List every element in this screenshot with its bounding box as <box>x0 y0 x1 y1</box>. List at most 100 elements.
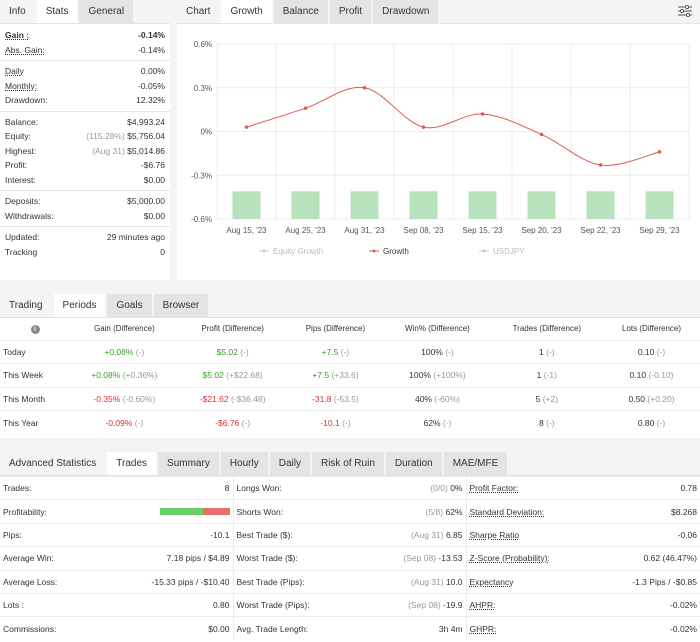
adv-value: -19.9 <box>443 600 463 611</box>
info-icon[interactable]: i <box>30 324 40 334</box>
adv-label: Standard Deviation: <box>469 506 545 517</box>
tab-chart: Chart <box>177 0 220 23</box>
adv-cell: GHPR: -0.02% <box>465 616 700 641</box>
tab-growth[interactable]: Growth <box>221 0 272 23</box>
info-row-balance: Balance: $4,993.24 <box>0 115 170 130</box>
profitability-bar <box>159 508 230 516</box>
tab-trades[interactable]: Trades <box>107 452 157 475</box>
periods-table: i Gain (Difference) Profit (Difference) Pip… <box>0 318 700 434</box>
tab-daily[interactable]: Daily <box>269 452 310 475</box>
adv-value-group: 3h 4m <box>439 624 463 634</box>
tab-hourly[interactable]: Hourly <box>220 452 268 475</box>
column-header: Profit (Difference) <box>201 324 264 334</box>
adv-value-group: (0/0) 0% <box>430 483 462 493</box>
usdjpy-bar <box>468 191 497 219</box>
tab-periods[interactable]: Periods <box>53 294 106 317</box>
adv-value: $0.00 <box>208 623 230 634</box>
info-value: -0.05% <box>138 80 165 91</box>
cell-diff: (-1) <box>543 370 557 381</box>
adv-cell: Profit Factor: 0.78 <box>465 475 700 500</box>
adv-cell: Sharpe Ratio -0.06 <box>465 522 700 547</box>
cell-value: +7.5 <box>321 346 339 357</box>
cell-diff: (-) <box>445 346 454 357</box>
legend-marker <box>482 249 486 253</box>
cell-value: 0.50 <box>628 393 646 404</box>
adv-value: -0.06 <box>677 529 697 540</box>
tab-goals[interactable]: Goals <box>107 294 152 317</box>
adv-cell-inner: Lots : 0.80 <box>3 600 230 610</box>
tab-stats[interactable]: Stats <box>36 0 78 23</box>
periods-panel: Trading Periods Goals Browser i Gain (Differ… <box>0 294 700 438</box>
cell-diff: (-0.60%) <box>122 393 156 404</box>
info-value: $4,993.24 <box>127 116 165 127</box>
tab-browser[interactable]: Browser <box>153 294 209 317</box>
adv-value: 6.85 <box>445 529 463 540</box>
period-cell: 0.80 (-) <box>603 410 700 434</box>
adv-cell-inner: Worst Trade ($): (Sep 08) -13.53 <box>237 553 463 563</box>
info-rows: Gain : -0.14% Abs. Gain: -0.14% Daily 0.00% Mo… <box>0 24 170 259</box>
period-cell: 0.10 (-) <box>603 339 700 364</box>
cell-diff: (-$36.48) <box>231 393 266 404</box>
tab-profit[interactable]: Profit <box>329 0 372 23</box>
info-row-equity: Equity: (115.28%) $5,756.04 <box>0 129 170 144</box>
legend-usdjpy: USDJPY <box>493 247 525 256</box>
adv-label: Profitability: <box>3 506 47 517</box>
info-value-group: -0.05% <box>138 81 165 91</box>
adv-cell: Lots : 0.80 <box>0 592 233 617</box>
adv-cell: Longs Won: (0/0) 0% <box>232 475 466 500</box>
info-value-group: -0.14% <box>138 30 165 40</box>
adv-label: Sharpe Ratio <box>469 529 520 540</box>
adv-cell: Trades: 8 <box>0 475 233 500</box>
info-row-updated: Updated: 29 minutes ago <box>0 230 170 245</box>
adv-label: Average Win: <box>3 553 54 564</box>
adv-cell: Pips: -10.1 <box>0 522 233 547</box>
cell-diff: (-) <box>134 417 144 428</box>
info-label: Interest: <box>5 174 36 185</box>
x-tick-label: Aug 25, '23 <box>285 226 326 235</box>
settings-sliders-icon[interactable] <box>678 5 692 17</box>
tab-summary[interactable]: Summary <box>158 452 219 475</box>
tab-general[interactable]: General <box>79 0 134 23</box>
tab-balance[interactable]: Balance <box>273 0 328 23</box>
chart-panel: Chart Growth Balance Profit Drawdown 0.6% 0.3… <box>177 0 700 280</box>
cell-diff: (-) <box>656 346 666 357</box>
info-value-group: (Aug 31) $5,014.86 <box>92 146 165 156</box>
adv-label: Commissions: <box>3 623 57 634</box>
period-cell: 5 (+2) <box>490 386 604 411</box>
tab-mae-mfe[interactable]: MAE/MFE <box>443 452 508 475</box>
cell-value: -10.1 <box>320 417 340 428</box>
adv-note: (0/0) <box>430 483 448 494</box>
adv-cell: Shorts Won: (5/8) 62% <box>232 499 466 524</box>
usdjpy-bar <box>232 191 261 219</box>
info-row-gain: Gain : -0.14% <box>0 28 170 43</box>
legend-equity-growth: Equity Growth <box>273 247 323 256</box>
info-row-daily: Daily 0.00% <box>0 64 170 79</box>
cell-value: +0.08% <box>104 346 134 357</box>
adv-value: -0.02% <box>670 600 697 611</box>
info-value-group: 0 <box>160 247 165 257</box>
info-row-deposits: Deposits: $5,000.00 <box>0 194 170 209</box>
x-tick-label: Sep 29, '23 <box>639 226 680 235</box>
period-cell: -$21.62 (-$36.48) <box>178 386 287 411</box>
divider <box>0 226 170 227</box>
tab-risk-of-ruin[interactable]: Risk of Ruin <box>311 452 384 475</box>
tab-drawdown[interactable]: Drawdown <box>373 0 439 23</box>
period-cell: +0.08% (-) <box>70 339 179 364</box>
column-header: Gain (Difference) <box>93 324 155 334</box>
tab-duration[interactable]: Duration <box>385 452 442 475</box>
growth-point <box>244 125 249 129</box>
info-value-group: 29 minutes ago <box>107 232 165 242</box>
adv-label: Worst Trade ($): <box>236 553 298 564</box>
legend-marker <box>372 249 376 253</box>
adv-cell-inner: Sharpe Ratio -0.06 <box>470 530 698 540</box>
info-label: Balance: <box>5 116 39 127</box>
adv-cell-inner: Shorts Won: (5/8) 62% <box>237 507 463 517</box>
adv-cell-inner: Average Loss: -15.33 pips / -$10.40 <box>3 577 230 587</box>
info-value-group: (115.28%) $5,756.04 <box>86 131 165 141</box>
divider <box>0 60 170 61</box>
adv-cell-inner: Profitability: <box>3 507 230 517</box>
info-value: -0.14% <box>138 30 165 41</box>
divider <box>0 110 170 112</box>
period-row: This Month -0.35% (-0.60%) -$21.62 (-$36.4… <box>0 386 700 411</box>
advanced-row: Pips: -10.1 Best Trade ($): (Aug 31) 6.85 Sh… <box>0 522 700 547</box>
